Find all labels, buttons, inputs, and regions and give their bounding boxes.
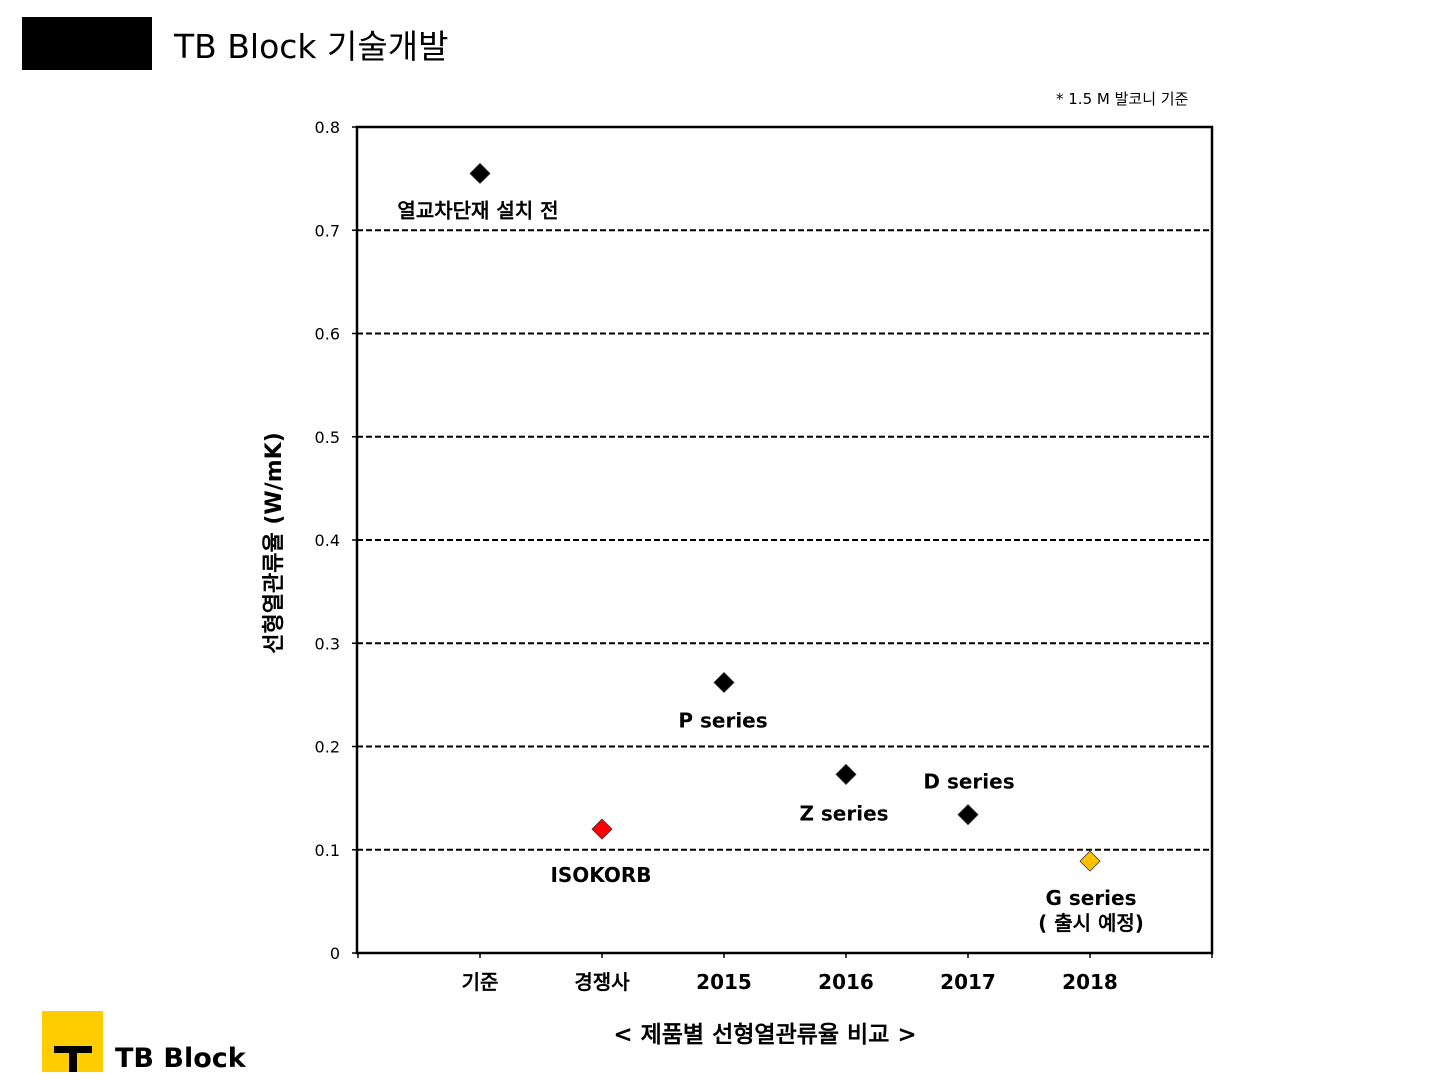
x-tick-label: 2016 xyxy=(818,970,874,994)
data-point-2015 xyxy=(713,671,735,694)
data-point-2018 xyxy=(1079,850,1101,872)
data-point-2016 xyxy=(835,763,857,785)
x-tick-label: 2018 xyxy=(1062,970,1118,994)
basis-note: * 1.5 M 발코니 기준 xyxy=(1056,90,1189,108)
gridlines xyxy=(357,229,1212,851)
point-labels: 열교차단재 설치 전 ISOKORB P series Z series D serie… xyxy=(397,198,1143,935)
point-label: P series xyxy=(678,708,767,732)
data-point-기준 xyxy=(469,162,491,185)
y-axis-label: 선형열관류율 (W/mK) xyxy=(262,432,287,653)
x-tick-label: 2017 xyxy=(940,970,996,994)
tb-block-logo xyxy=(42,1011,103,1072)
x-tick-label: 2015 xyxy=(696,970,752,994)
point-label: G series( 출시 예정) xyxy=(1038,886,1144,935)
x-axis-title: < 제품별 선형열관류율 비교 > xyxy=(613,1022,916,1048)
data-points xyxy=(469,162,1101,872)
header-black-block xyxy=(22,17,152,70)
footer-brand-name: TB Block xyxy=(115,1043,246,1074)
y-tick-label: 0.7 xyxy=(315,221,340,240)
y-tick-label: 0 xyxy=(330,944,340,963)
x-tick-label: 기준 xyxy=(462,970,499,994)
slide-title: TB Block 기술개발 xyxy=(174,27,449,66)
y-axis-ticks: 0 0.1 0.2 0.3 0.4 0.5 0.6 0.7 0.8 xyxy=(315,118,357,963)
x-axis-ticks: 기준 경쟁사 2015 2016 2017 2018 xyxy=(357,953,1213,994)
point-label: 열교차단재 설치 전 xyxy=(397,198,558,222)
point-label: Z series xyxy=(799,801,888,825)
y-tick-label: 0.2 xyxy=(315,738,340,757)
y-tick-label: 0.3 xyxy=(315,634,340,653)
y-tick-label: 0.5 xyxy=(315,428,340,447)
data-point-경쟁사 xyxy=(591,818,613,840)
y-tick-label: 0.8 xyxy=(315,118,340,137)
x-tick-label: 경쟁사 xyxy=(574,970,630,994)
y-tick-label: 0.1 xyxy=(315,841,340,860)
y-tick-label: 0.4 xyxy=(315,531,340,550)
point-label: ISOKORB xyxy=(550,863,651,887)
point-label: D series xyxy=(923,770,1014,794)
y-tick-label: 0.6 xyxy=(315,325,340,344)
data-point-2017 xyxy=(957,804,979,826)
